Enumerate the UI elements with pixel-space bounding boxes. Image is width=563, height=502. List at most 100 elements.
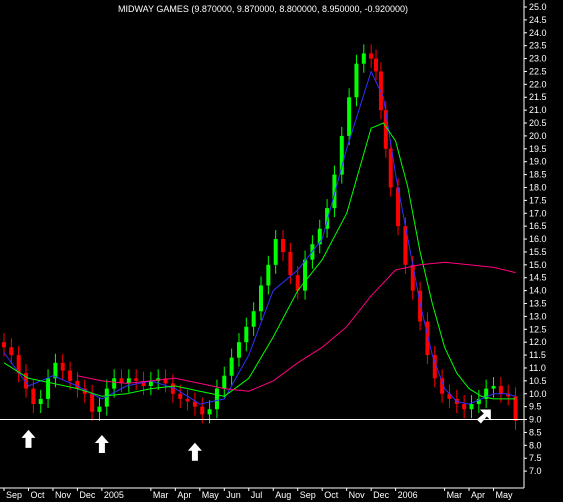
candle bbox=[513, 387, 518, 430]
candle bbox=[9, 338, 14, 365]
candle bbox=[163, 369, 168, 393]
candle bbox=[440, 369, 445, 403]
candle-body bbox=[498, 386, 503, 394]
x-tick-label: 2006 bbox=[398, 490, 418, 500]
candle-body bbox=[491, 386, 496, 389]
candle-body bbox=[251, 311, 256, 327]
candle-body bbox=[178, 393, 183, 399]
y-tick-label: 17.5 bbox=[529, 195, 547, 205]
candle-body bbox=[207, 409, 212, 415]
candle-body bbox=[273, 239, 278, 265]
candle-body bbox=[506, 393, 511, 397]
y-tick-label: 23.0 bbox=[529, 54, 547, 64]
candle-body bbox=[432, 355, 437, 379]
candle-body bbox=[112, 378, 117, 389]
candle-body bbox=[325, 208, 330, 229]
diagonal-arrow-icon bbox=[476, 409, 491, 424]
candle-body bbox=[31, 388, 36, 405]
candle bbox=[31, 379, 36, 414]
candle-body bbox=[396, 187, 401, 227]
candle-body bbox=[163, 378, 168, 384]
y-tick-label: 18.5 bbox=[529, 170, 547, 180]
y-tick-label: 24.0 bbox=[529, 28, 547, 38]
candle-body bbox=[259, 285, 263, 312]
y-tick-label: 25.0 bbox=[529, 2, 547, 12]
candle-body bbox=[90, 393, 95, 412]
candle-body bbox=[374, 58, 379, 72]
candle-body bbox=[236, 342, 241, 358]
candle-body bbox=[148, 380, 153, 387]
y-tick-label: 14.0 bbox=[529, 286, 547, 296]
candle bbox=[148, 371, 153, 396]
x-tick-label: Apr bbox=[177, 490, 191, 500]
candle bbox=[273, 230, 278, 274]
y-tick-label: 8.0 bbox=[529, 440, 542, 450]
y-tick-label: 7.5 bbox=[529, 453, 542, 463]
candle bbox=[24, 364, 29, 398]
y-tick-label: 20.0 bbox=[529, 131, 547, 141]
candle bbox=[141, 371, 146, 396]
y-tick-label: 16.5 bbox=[529, 221, 547, 231]
candle bbox=[170, 374, 175, 403]
candle-body bbox=[369, 53, 374, 59]
x-tick-label: Nov bbox=[349, 490, 366, 500]
candle-body bbox=[317, 228, 322, 245]
candle bbox=[462, 395, 467, 419]
x-tick-label: May bbox=[202, 490, 220, 500]
y-tick-label: 14.5 bbox=[529, 273, 547, 283]
candle-body bbox=[126, 378, 131, 384]
candle bbox=[126, 369, 131, 393]
candle-body bbox=[476, 398, 481, 405]
moving-average-line-3 bbox=[77, 261, 516, 392]
moving-average-group bbox=[3, 70, 516, 405]
candle bbox=[388, 139, 393, 197]
candle bbox=[354, 54, 359, 107]
candle-body bbox=[141, 380, 146, 387]
candle-body bbox=[24, 373, 29, 389]
candle bbox=[214, 379, 219, 419]
candle-body bbox=[2, 342, 6, 348]
x-tick-label: Aug bbox=[275, 490, 291, 500]
candle bbox=[332, 165, 337, 218]
candle-body bbox=[192, 401, 197, 407]
y-tick-label: 15.5 bbox=[529, 247, 547, 257]
up-arrow-icon bbox=[21, 429, 36, 448]
y-tick-label: 22.5 bbox=[529, 66, 547, 76]
y-tick-label: 18.0 bbox=[529, 182, 547, 192]
x-tick-label: 2005 bbox=[104, 490, 124, 500]
y-tick-label: 11.5 bbox=[529, 350, 546, 360]
candle bbox=[134, 369, 139, 390]
y-tick-label: 11.0 bbox=[529, 363, 546, 373]
candle-body bbox=[388, 148, 393, 188]
up-arrow-icon bbox=[94, 435, 109, 454]
candle bbox=[244, 317, 249, 352]
candle bbox=[361, 44, 366, 73]
candle bbox=[53, 353, 58, 388]
candle-body bbox=[16, 355, 21, 374]
arrow-group bbox=[21, 409, 491, 461]
y-tick-label: 24.5 bbox=[529, 15, 547, 25]
candle-body bbox=[339, 135, 344, 175]
y-tick-label: 17.0 bbox=[529, 208, 547, 218]
x-tick-label: Apr bbox=[471, 490, 485, 500]
candle-body bbox=[303, 259, 308, 291]
candle bbox=[192, 392, 197, 416]
candle-body bbox=[60, 362, 65, 371]
candle bbox=[484, 379, 489, 408]
candle bbox=[178, 384, 183, 408]
candle-body bbox=[361, 53, 366, 64]
y-tick-label: 13.0 bbox=[529, 311, 547, 321]
candle-body bbox=[484, 388, 489, 399]
candle bbox=[185, 389, 190, 411]
y-tick-label: 20.5 bbox=[529, 118, 547, 128]
chart-title: MIDWAY GAMES (9.870000, 9.870000, 8.8000… bbox=[118, 4, 408, 14]
y-tick-label: 22.0 bbox=[529, 79, 547, 89]
candle bbox=[418, 281, 423, 331]
x-tick-label: Jun bbox=[226, 490, 241, 500]
candle bbox=[295, 266, 300, 300]
candle-body bbox=[332, 174, 337, 209]
candle-body bbox=[440, 378, 445, 394]
candle-body bbox=[68, 370, 73, 381]
candle-body bbox=[403, 226, 408, 265]
candle-body bbox=[347, 97, 352, 136]
